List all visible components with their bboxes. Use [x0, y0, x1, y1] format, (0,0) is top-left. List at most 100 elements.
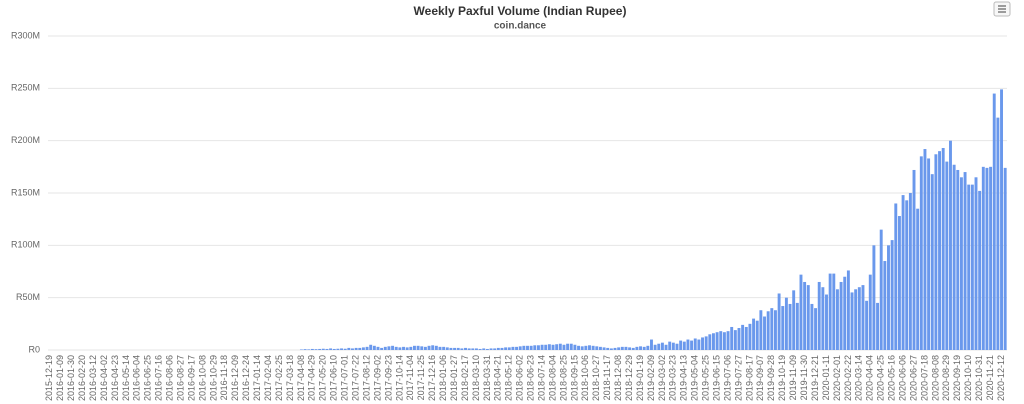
bar	[343, 348, 347, 350]
bar	[766, 311, 770, 350]
bar	[591, 345, 595, 350]
x-tick-label: 2019-03-02	[657, 355, 667, 401]
x-tick-label: 2016-05-14	[121, 355, 131, 401]
bar	[992, 93, 996, 351]
bar	[817, 281, 821, 350]
bar	[938, 151, 942, 350]
bar	[792, 290, 796, 350]
x-tick-label: 2018-10-06	[580, 355, 590, 401]
bar	[394, 346, 398, 350]
bar	[967, 184, 971, 350]
bar	[1000, 89, 1003, 350]
bar	[996, 117, 1000, 350]
bar	[558, 343, 562, 350]
bar	[927, 158, 931, 350]
bar	[478, 348, 482, 350]
bar	[861, 285, 865, 350]
bar	[434, 345, 438, 350]
x-tick-label: 2019-12-21	[810, 355, 820, 401]
bar	[803, 281, 807, 350]
x-tick-label: 2020-04-25	[876, 355, 886, 401]
bar	[744, 326, 748, 350]
x-tick-label: 2020-02-22	[843, 355, 853, 401]
bar	[398, 347, 402, 350]
bar	[420, 346, 424, 350]
bar	[679, 340, 683, 350]
bar	[511, 346, 515, 350]
bar	[959, 177, 963, 350]
x-tick-label: 2016-12-09	[230, 355, 240, 401]
bar	[657, 343, 661, 350]
bar	[536, 345, 540, 350]
bar	[868, 274, 872, 350]
bar	[821, 287, 825, 350]
x-tick-label: 2018-02-17	[460, 355, 470, 401]
bar	[358, 347, 362, 350]
x-tick-label: 2019-08-17	[744, 355, 754, 401]
bar	[493, 348, 497, 350]
y-tick-label: R250M	[11, 83, 40, 93]
bar	[635, 346, 639, 350]
x-tick-label: 2020-07-18	[919, 355, 929, 401]
bar	[580, 346, 584, 350]
x-tick-label: 2020-10-31	[974, 355, 984, 401]
bar	[431, 345, 435, 350]
bar	[843, 276, 847, 350]
x-tick-label: 2016-02-20	[77, 355, 87, 401]
x-tick-label: 2018-12-08	[613, 355, 623, 401]
bar	[894, 203, 898, 350]
bar	[380, 347, 384, 350]
bar	[854, 289, 858, 350]
x-tick-label: 2019-01-19	[635, 355, 645, 401]
bar	[500, 347, 504, 350]
bar	[832, 273, 836, 350]
x-tick-label: 2016-12-24	[241, 355, 251, 401]
bar	[985, 167, 989, 350]
x-tick-label: 2019-11-30	[799, 355, 809, 400]
x-tick-label: 2015-12-19	[44, 355, 54, 401]
bar	[639, 346, 642, 350]
bar	[784, 297, 788, 350]
bar	[522, 345, 526, 350]
bar	[383, 346, 387, 350]
bar	[781, 306, 785, 350]
x-tick-label: 2018-01-06	[438, 355, 448, 401]
x-tick-label: 2016-01-09	[55, 355, 65, 401]
bar	[405, 347, 409, 350]
x-tick-label: 2019-09-07	[755, 355, 765, 401]
bar	[923, 149, 927, 350]
x-tick-label: 2019-09-28	[766, 355, 776, 401]
bar	[646, 345, 650, 350]
bar	[467, 348, 471, 350]
x-tick-label: 2017-02-04	[263, 355, 273, 401]
menu-icon[interactable]	[998, 5, 1006, 13]
x-tick-label: 2016-03-12	[88, 355, 98, 401]
bar	[340, 348, 343, 350]
bar	[504, 347, 508, 350]
bar	[660, 342, 664, 350]
bar	[770, 308, 774, 350]
bar	[741, 324, 745, 350]
x-tick-label: 2017-08-12	[361, 355, 371, 401]
bar	[690, 340, 694, 350]
bar	[445, 347, 449, 350]
x-tick-label: 2019-11-09	[788, 355, 798, 400]
bar	[919, 156, 923, 350]
bar	[934, 154, 938, 350]
bar	[806, 285, 810, 350]
bar	[814, 308, 818, 350]
bar	[453, 347, 457, 350]
x-tick-label: 2018-12-29	[624, 355, 634, 401]
bar	[810, 303, 814, 350]
x-tick-label: 2016-08-27	[175, 355, 185, 401]
bar	[456, 347, 460, 350]
bar	[759, 310, 763, 350]
bar	[1003, 167, 1007, 350]
bar	[423, 346, 427, 350]
x-tick-label: 2020-03-14	[854, 355, 864, 401]
x-tick-label: 2016-04-23	[110, 355, 120, 401]
x-tick-label: 2019-03-23	[668, 355, 678, 401]
x-tick-label: 2018-03-31	[482, 355, 492, 401]
menu-button[interactable]	[993, 1, 1011, 17]
bar	[416, 345, 420, 350]
